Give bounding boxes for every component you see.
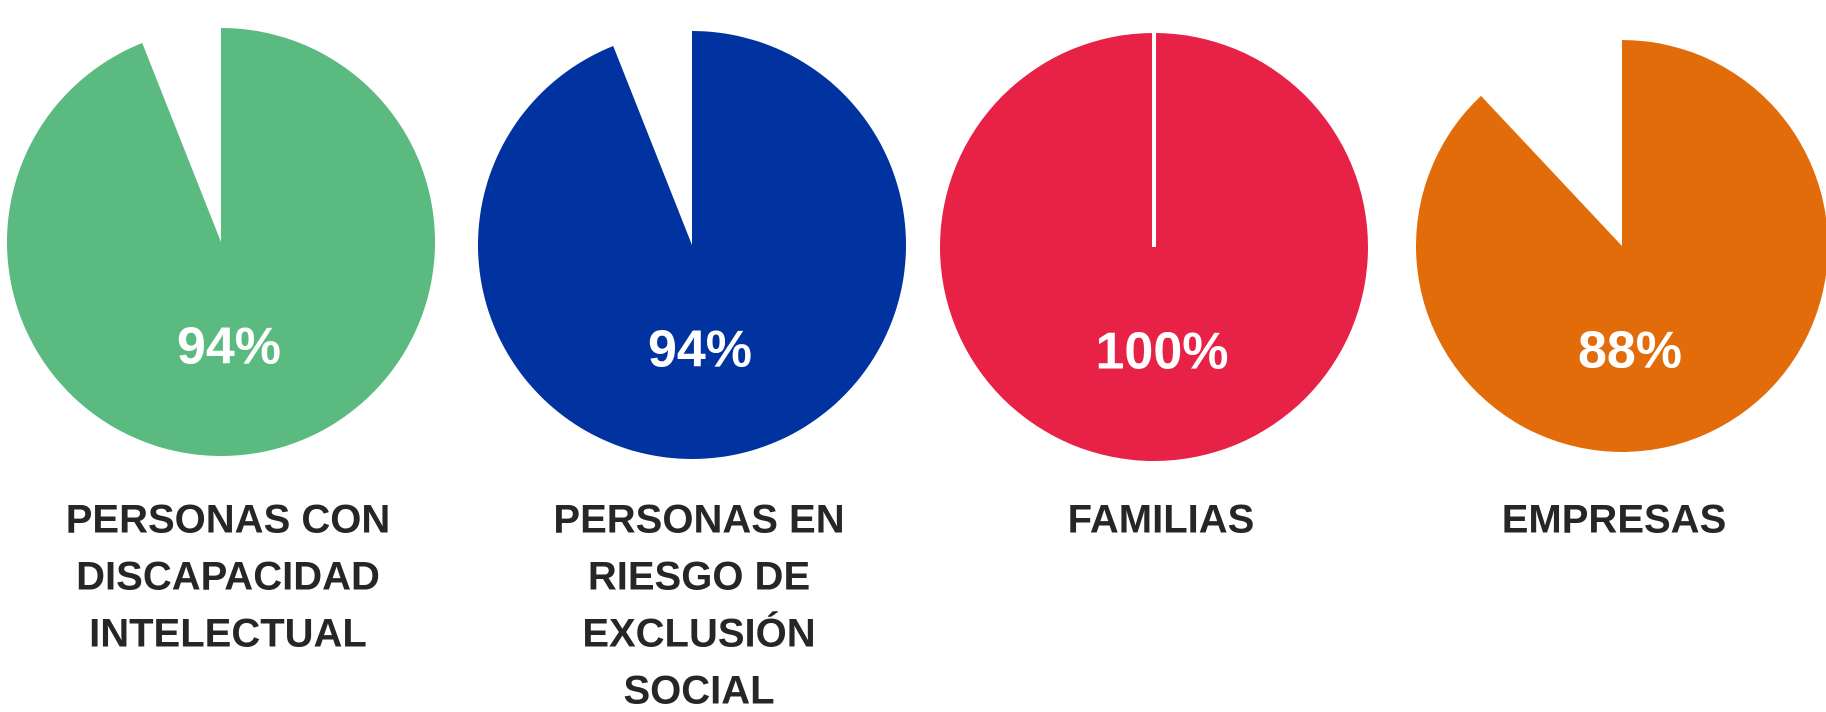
category-label: EMPRESAS bbox=[1502, 498, 1727, 542]
category-label: SOCIAL bbox=[623, 669, 774, 712]
pie-chart: 88% EMPRESAS bbox=[1416, 40, 1826, 542]
pie-chart: 100% FAMILIAS bbox=[940, 33, 1368, 542]
pie-chart: 94% PERSONAS EN RIESGO DE EXCLUSIÓN SOCIAL bbox=[477, 31, 906, 712]
category-label: FAMILIAS bbox=[1068, 498, 1255, 542]
category-label: PERSONAS CON bbox=[66, 498, 391, 542]
category-label: PERSONAS EN bbox=[553, 498, 844, 542]
category-label: EXCLUSIÓN bbox=[582, 610, 815, 656]
value-label: 100% bbox=[1096, 323, 1229, 381]
category-label: INTELECTUAL bbox=[89, 612, 367, 656]
pie-slice bbox=[477, 31, 906, 460]
category-label: DISCAPACIDAD bbox=[76, 555, 380, 599]
pie-slice bbox=[1416, 40, 1826, 452]
pie-chart: 94% PERSONAS CON DISCAPACIDAD INTELECTUAL bbox=[6, 28, 436, 656]
value-label: 94% bbox=[648, 321, 752, 379]
pie-slice bbox=[6, 28, 436, 456]
value-label: 94% bbox=[177, 318, 281, 376]
category-label: RIESGO DE bbox=[588, 555, 810, 599]
value-label: 88% bbox=[1578, 322, 1682, 380]
